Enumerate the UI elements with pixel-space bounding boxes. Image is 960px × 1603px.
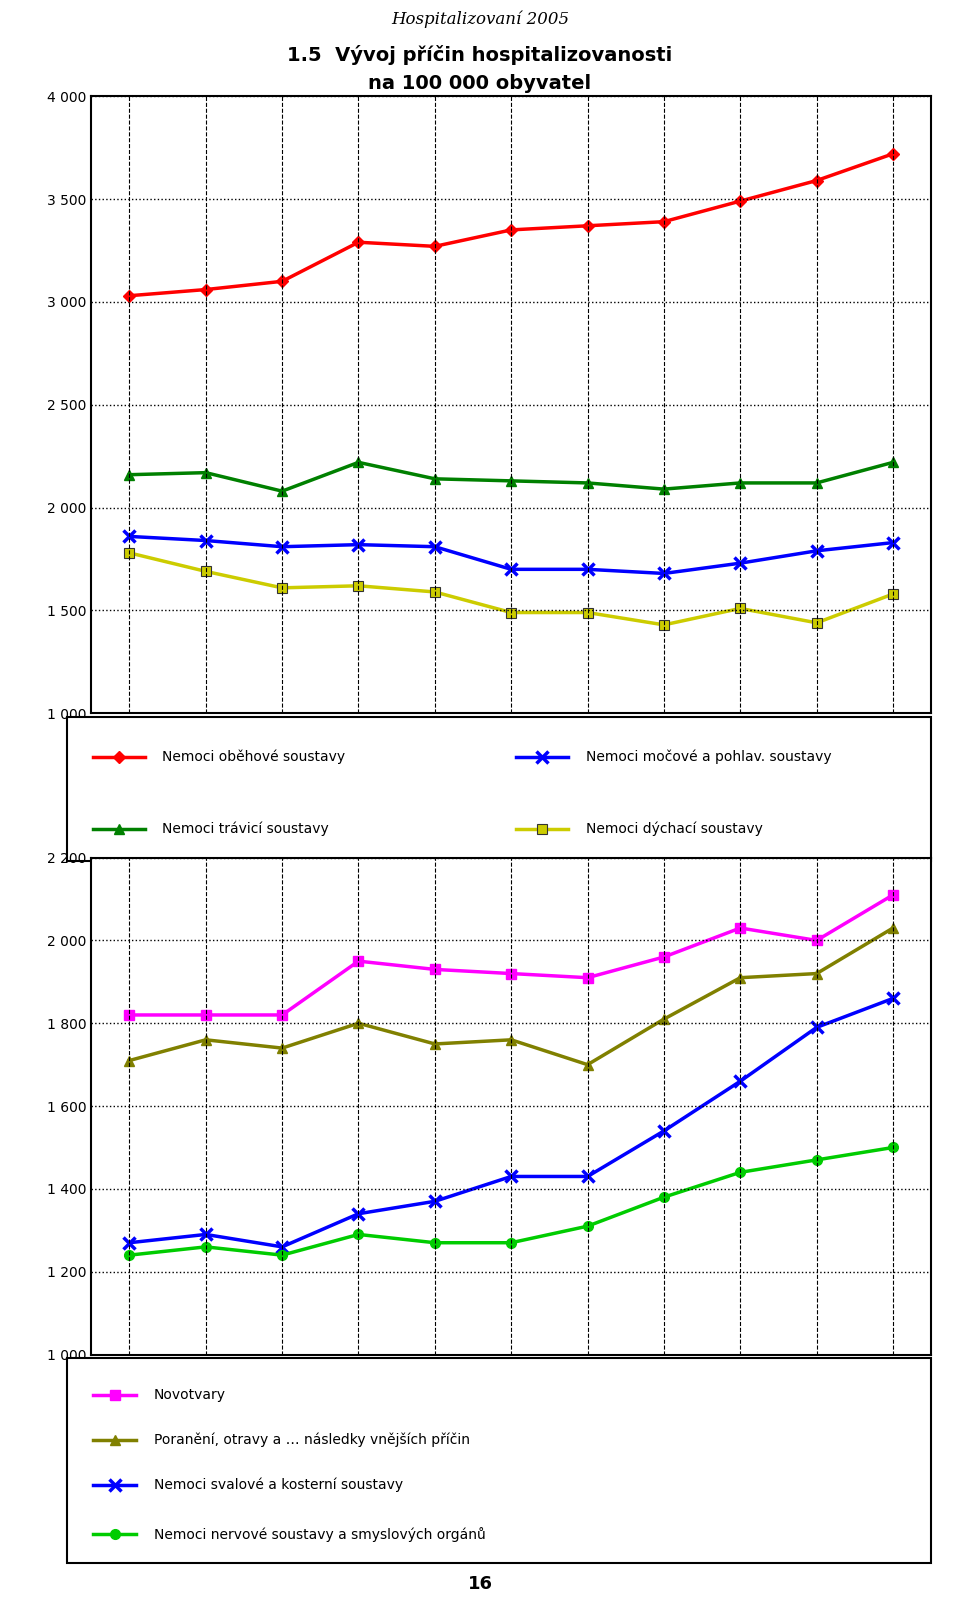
Text: na 100 000 obyvatel: na 100 000 obyvatel — [369, 74, 591, 93]
Text: Hospitalizovaní 2005: Hospitalizovaní 2005 — [391, 10, 569, 27]
Text: Nemoci nervové soustavy a smyslových orgánů: Nemoci nervové soustavy a smyslových org… — [154, 1526, 486, 1542]
Text: Nemoci dýchací soustavy: Nemoci dýchací soustavy — [586, 822, 762, 837]
Text: Nemoci svalové a kosterní soustavy: Nemoci svalové a kosterní soustavy — [154, 1478, 403, 1492]
Text: Nemoci trávicí soustavy: Nemoci trávicí soustavy — [162, 822, 329, 837]
Text: 1.5  Vývoj příčin hospitalizovanosti: 1.5 Vývoj příčin hospitalizovanosti — [287, 45, 673, 64]
Text: Novotvary: Novotvary — [154, 1388, 226, 1401]
Text: Nemoci oběhové soustavy: Nemoci oběhové soustavy — [162, 750, 346, 765]
Text: Nemoci močové a pohlav. soustavy: Nemoci močové a pohlav. soustavy — [586, 750, 831, 765]
Text: 16: 16 — [468, 1576, 492, 1593]
Text: Poranění, otravy a … následky vnějších příčin: Poranění, otravy a … následky vnějších p… — [154, 1433, 469, 1448]
